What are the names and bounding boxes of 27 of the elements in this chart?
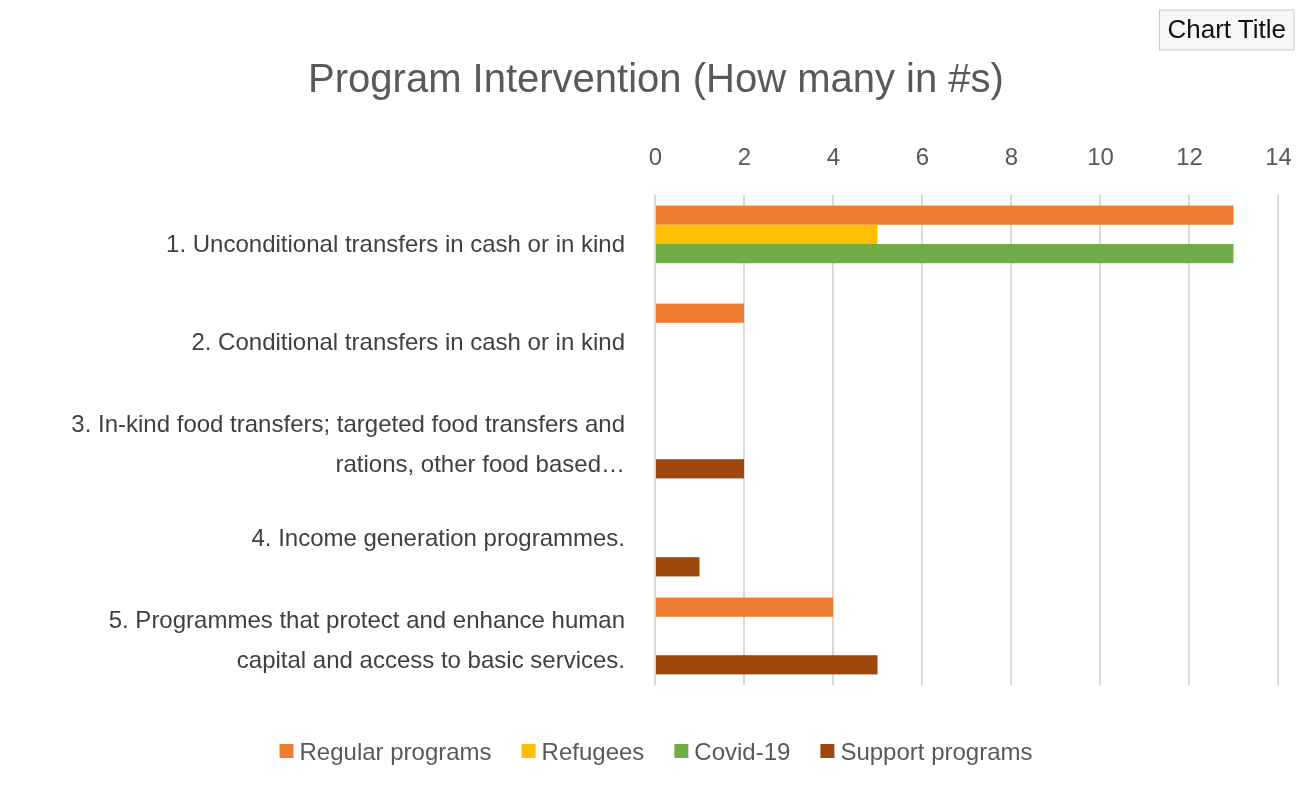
bar bbox=[655, 303, 744, 323]
legend-label: Support programs bbox=[840, 738, 1033, 765]
bar bbox=[655, 557, 700, 577]
bar bbox=[655, 205, 1234, 225]
x-tick-label: 4 bbox=[826, 143, 841, 170]
y-tick-label: 1. Unconditional transfers in cash or in kind bbox=[166, 230, 625, 257]
bar bbox=[655, 655, 878, 675]
x-tick-label: 8 bbox=[1004, 143, 1019, 170]
bar bbox=[655, 244, 1234, 264]
legend-label: Refugees bbox=[541, 738, 645, 765]
y-tick-label: 3. In-kind food transfers; targeted food transfers and rations, other food based… bbox=[71, 410, 625, 477]
bar bbox=[655, 459, 744, 479]
tooltip-box: Chart Title bbox=[1159, 9, 1295, 51]
x-tick-label: 6 bbox=[915, 143, 930, 170]
legend-label: Covid-19 bbox=[694, 738, 791, 765]
x-tick-label: 10 bbox=[1087, 143, 1114, 170]
bar bbox=[655, 224, 878, 244]
x-tick-label: 12 bbox=[1176, 143, 1203, 170]
x-tick-label: 14 bbox=[1265, 143, 1292, 170]
x-tick-label: 2 bbox=[737, 143, 752, 170]
x-tick-label: 0 bbox=[648, 143, 663, 170]
bar bbox=[655, 597, 833, 617]
chart-title: Program Intervention (How many in #s) bbox=[308, 56, 1004, 100]
y-tick-label: 4. Income generation programmes. bbox=[251, 524, 625, 551]
y-tick-label: 5. Programmes that protect and enhance human capital and access to basic services. bbox=[108, 606, 625, 673]
legend-label: Regular programs bbox=[299, 738, 492, 765]
y-tick-label: 2. Conditional transfers in cash or in kind bbox=[191, 328, 625, 355]
